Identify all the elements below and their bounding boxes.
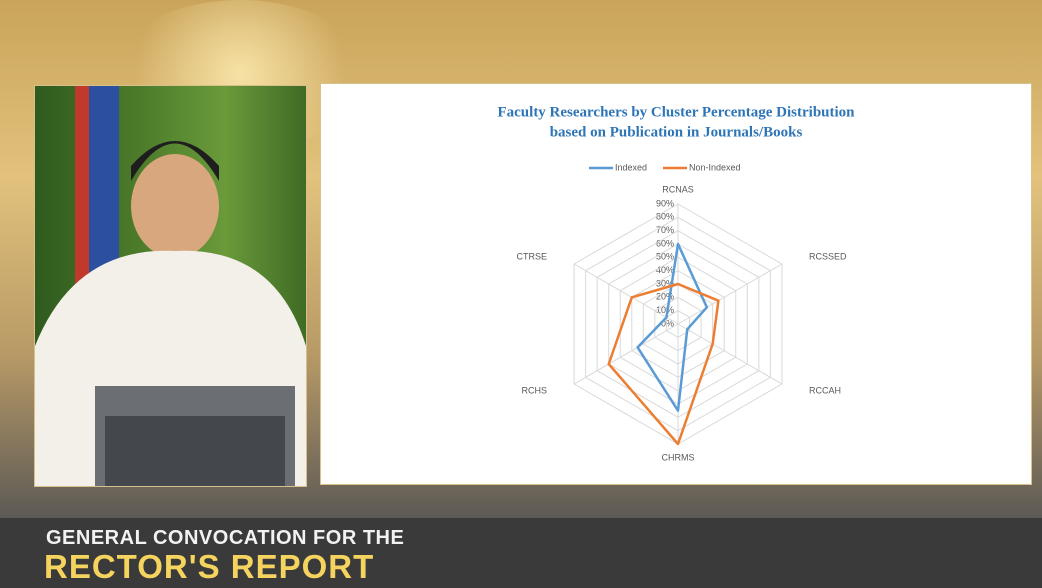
r-tick-label: 90% bbox=[656, 198, 674, 208]
r-tick-label: 40% bbox=[656, 265, 674, 275]
banner-line2: RECTOR'S REPORT bbox=[44, 548, 374, 586]
spoke bbox=[678, 324, 782, 384]
r-tick-label: 70% bbox=[656, 225, 674, 235]
category-label: RCCAH bbox=[809, 385, 841, 395]
banner-line1: GENERAL CONVOCATION FOR THE bbox=[46, 527, 404, 550]
spoke bbox=[574, 324, 678, 384]
category-label: RCSSED bbox=[809, 251, 847, 261]
category-label: CHRMS bbox=[662, 452, 695, 462]
speaker-illustration bbox=[35, 86, 306, 486]
slide: Faculty Researchers by Cluster Percentag… bbox=[320, 83, 1032, 485]
r-tick-label: 60% bbox=[656, 238, 674, 248]
chart-title: Faculty Researchers by Cluster Percentag… bbox=[497, 104, 855, 120]
page: {"chart_data": {"type": "radar", "title"… bbox=[0, 0, 1042, 588]
legend-label: Indexed bbox=[615, 162, 647, 172]
chart-subtitle: based on Publication in Journals/Books bbox=[550, 124, 803, 140]
speaker-video bbox=[34, 85, 307, 487]
category-label: RCHS bbox=[522, 385, 548, 395]
category-label: RCNAS bbox=[662, 184, 694, 194]
legend-label: Non-Indexed bbox=[689, 162, 741, 172]
r-tick-label: 50% bbox=[656, 252, 674, 262]
category-label: CTRSE bbox=[517, 251, 548, 261]
spoke bbox=[678, 264, 782, 324]
r-tick-label: 80% bbox=[656, 212, 674, 222]
chart: Faculty Researchers by Cluster Percentag… bbox=[321, 84, 1031, 484]
lower-third: GENERAL CONVOCATION FOR THE RECTOR'S REP… bbox=[0, 518, 1042, 588]
r-tick-label: 10% bbox=[656, 305, 674, 315]
